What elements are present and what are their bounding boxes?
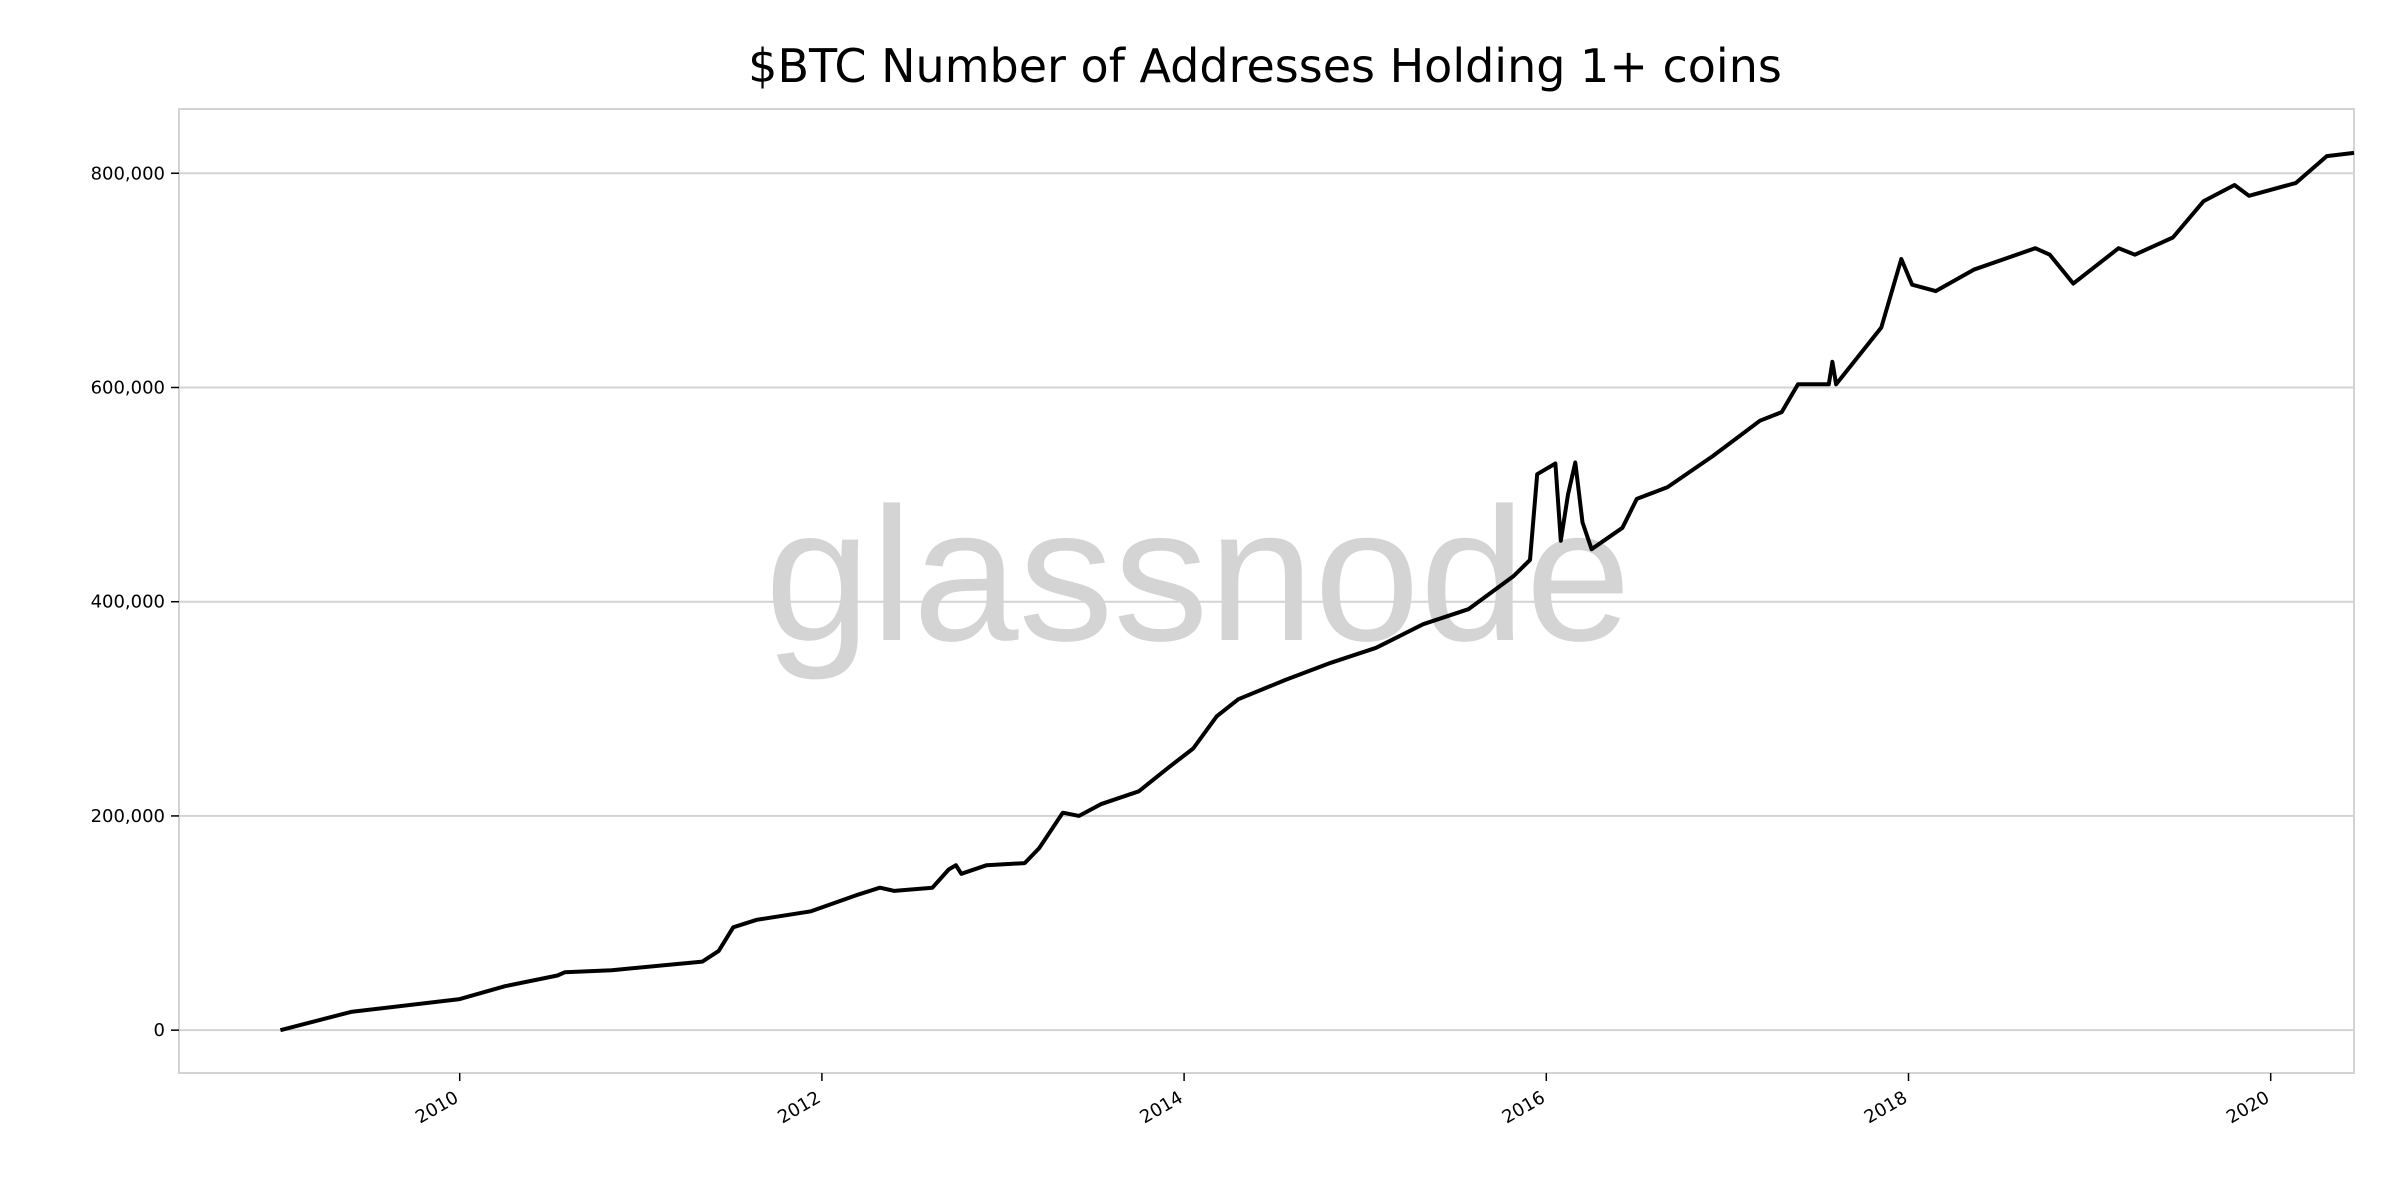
x-tick-label: 2016: [1499, 1087, 1549, 1128]
series-line: [279, 150, 2355, 1033]
y-tick-label: 0: [154, 1020, 165, 1041]
x-tick-label: 2012: [774, 1087, 824, 1128]
chart-title: $BTC Number of Addresses Holding 1+ coin…: [748, 39, 1782, 93]
y-tick-label: 600,000: [91, 377, 165, 398]
y-tick-label: 800,000: [91, 163, 165, 184]
x-tick-label: 2020: [2223, 1087, 2273, 1128]
x-tick-label: 2018: [1861, 1087, 1911, 1128]
y-tick-label: 200,000: [91, 806, 165, 827]
x-tick-label: 2010: [412, 1087, 462, 1128]
watermark-logo: glassnode: [765, 469, 1631, 681]
x-tick-label: 2014: [1136, 1087, 1186, 1128]
y-tick-label: 400,000: [91, 592, 165, 613]
plot-frame: [178, 108, 2355, 1074]
